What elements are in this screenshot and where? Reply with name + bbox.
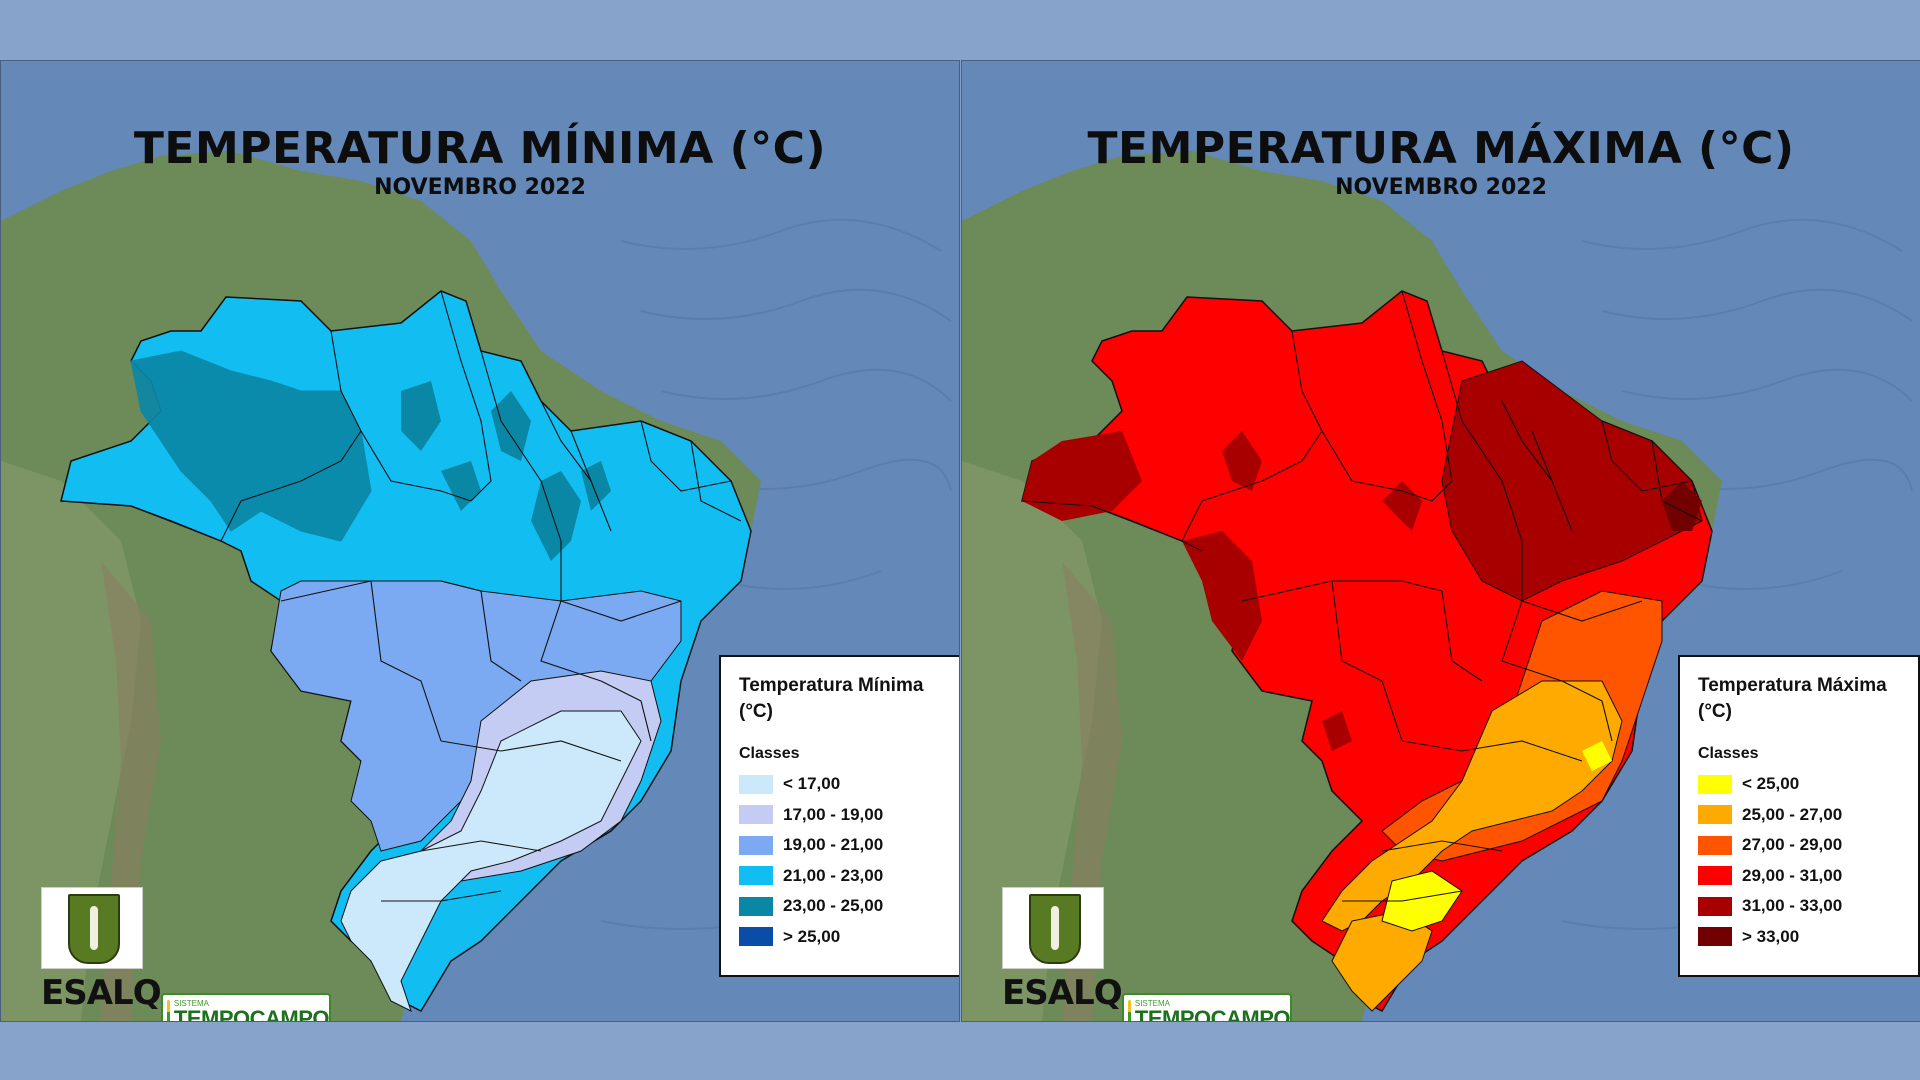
legend-label: 23,00 - 25,00	[783, 896, 884, 916]
legend-classes-label: Classes	[739, 745, 800, 762]
map-title: TEMPERATURA MÍNIMA (°C)	[133, 123, 827, 174]
esalq-shield-icon	[68, 894, 120, 964]
max-temperature-map	[962, 61, 1920, 1021]
legend-label: 19,00 - 21,00	[783, 835, 884, 855]
legend-item: 25,00 - 27,00	[1698, 800, 1918, 831]
legend-swatch	[1698, 896, 1732, 916]
legend-label: > 33,00	[1742, 926, 1800, 946]
legend-item: < 25,00	[1698, 769, 1918, 800]
legend-label: 25,00 - 27,00	[1742, 804, 1843, 824]
legend-swatch	[1698, 805, 1732, 825]
esalq-shield-icon	[1029, 894, 1081, 964]
legend-item: 17,00 - 19,00	[739, 800, 959, 831]
legend-label: < 17,00	[783, 774, 841, 794]
tempocampo-text: TEMPOCAMPO	[1134, 1006, 1291, 1022]
legend-label: < 25,00	[1742, 774, 1800, 794]
legend-label: 29,00 - 31,00	[1742, 865, 1843, 885]
min-temperature-map-panel: TEMPERATURA MÍNIMA (°C) NOVEMBRO 2022 Te…	[0, 60, 960, 1022]
legend-item: > 33,00	[1698, 922, 1918, 953]
legend-swatch	[739, 896, 773, 916]
legend-title: Temperatura Mínima (°C)	[739, 675, 924, 722]
legend-swatch	[1698, 927, 1732, 947]
esalq-text: ESALQ	[41, 973, 162, 1013]
max-legend: Temperatura Máxima (°C) Classes < 25,00 …	[1678, 655, 1920, 977]
map-title: TEMPERATURA MÁXIMA (°C)	[1087, 123, 1795, 174]
legend-item: 21,00 - 23,00	[739, 861, 959, 892]
legend-classes-label: Classes	[1698, 745, 1759, 762]
esalq-text: ESALQ	[1002, 973, 1123, 1013]
tempocampo-sun-field-icon	[1128, 1000, 1131, 1021]
legend-swatch	[1698, 866, 1732, 886]
tempocampo-small-text: SISTEMA	[1134, 999, 1170, 1008]
legend-title: Temperatura Máxima (°C)	[1698, 675, 1887, 722]
legend-item: 31,00 - 33,00	[1698, 891, 1918, 922]
max-temperature-map-panel: TEMPERATURA MÁXIMA (°C) NOVEMBRO 2022 Te…	[961, 60, 1920, 1022]
legend-swatch	[739, 866, 773, 886]
legend-item: < 17,00	[739, 769, 959, 800]
legend-label: > 25,00	[783, 926, 841, 946]
legend-swatch	[1698, 835, 1732, 855]
legend-swatch	[739, 805, 773, 825]
tempocampo-sun-field-icon	[167, 1000, 170, 1021]
legend-swatch	[739, 927, 773, 947]
tempocampo-logo: SISTEMA TEMPOCAMPO	[161, 993, 331, 1022]
min-temperature-map	[1, 61, 959, 1021]
legend-swatch	[1698, 774, 1732, 794]
legend-item: 23,00 - 25,00	[739, 891, 959, 922]
legend-item: 19,00 - 21,00	[739, 830, 959, 861]
legend-item: 27,00 - 29,00	[1698, 830, 1918, 861]
map-subtitle: NOVEMBRO 2022	[374, 175, 586, 200]
legend-label: 17,00 - 19,00	[783, 804, 884, 824]
esalq-logo: ESALQ	[1002, 887, 1123, 1021]
map-subtitle: NOVEMBRO 2022	[1335, 175, 1547, 200]
esalq-emblem	[1002, 887, 1104, 969]
legend-swatch	[739, 835, 773, 855]
legend-label: 21,00 - 23,00	[783, 865, 884, 885]
legend-item: 29,00 - 31,00	[1698, 861, 1918, 892]
esalq-emblem	[41, 887, 143, 969]
legend-label: 27,00 - 29,00	[1742, 835, 1843, 855]
min-legend: Temperatura Mínima (°C) Classes < 17,00 …	[719, 655, 959, 977]
legend-swatch	[739, 774, 773, 794]
legend-label: 31,00 - 33,00	[1742, 896, 1843, 916]
tempocampo-logo: SISTEMA TEMPOCAMPO	[1122, 993, 1292, 1022]
tempocampo-small-text: SISTEMA	[173, 999, 209, 1008]
legend-item: > 25,00	[739, 922, 959, 953]
tempocampo-text: TEMPOCAMPO	[173, 1006, 330, 1022]
esalq-logo: ESALQ	[41, 887, 162, 1021]
